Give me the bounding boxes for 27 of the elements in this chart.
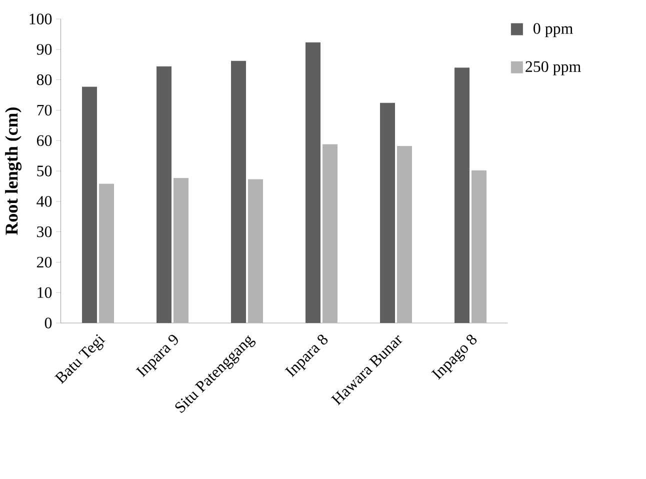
- bar: [248, 179, 263, 323]
- bar: [231, 60, 246, 323]
- bar: [156, 66, 172, 323]
- y-tick-label: 90: [36, 44, 52, 55]
- bar: [322, 144, 338, 323]
- bar: [472, 170, 487, 323]
- bar: [174, 178, 189, 323]
- bar: [380, 102, 396, 323]
- legend-label: 250 ppm: [526, 61, 581, 76]
- y-tick-label: 100: [30, 14, 52, 24]
- y-tick-label: 80: [36, 74, 52, 86]
- y-tick-label: 70: [37, 104, 52, 116]
- bar: [454, 68, 470, 323]
- bar: [306, 42, 321, 323]
- y-axis-title: Root length (cm): [5, 108, 22, 235]
- bar: [397, 146, 412, 323]
- bar: [99, 184, 114, 323]
- y-tick-label: 20: [37, 256, 52, 268]
- y-tick-label: 40: [36, 196, 52, 207]
- y-tick-label: 0: [44, 318, 52, 328]
- bar: [82, 86, 98, 323]
- y-tick-label: 30: [37, 226, 52, 238]
- legend-label: 0 ppm: [534, 23, 573, 38]
- y-tick-label: 50: [37, 166, 52, 176]
- y-tick-label: 10: [38, 287, 52, 298]
- x-tick-label: Batu Tegi: [54, 334, 106, 384]
- y-tick-label: 60: [36, 135, 52, 146]
